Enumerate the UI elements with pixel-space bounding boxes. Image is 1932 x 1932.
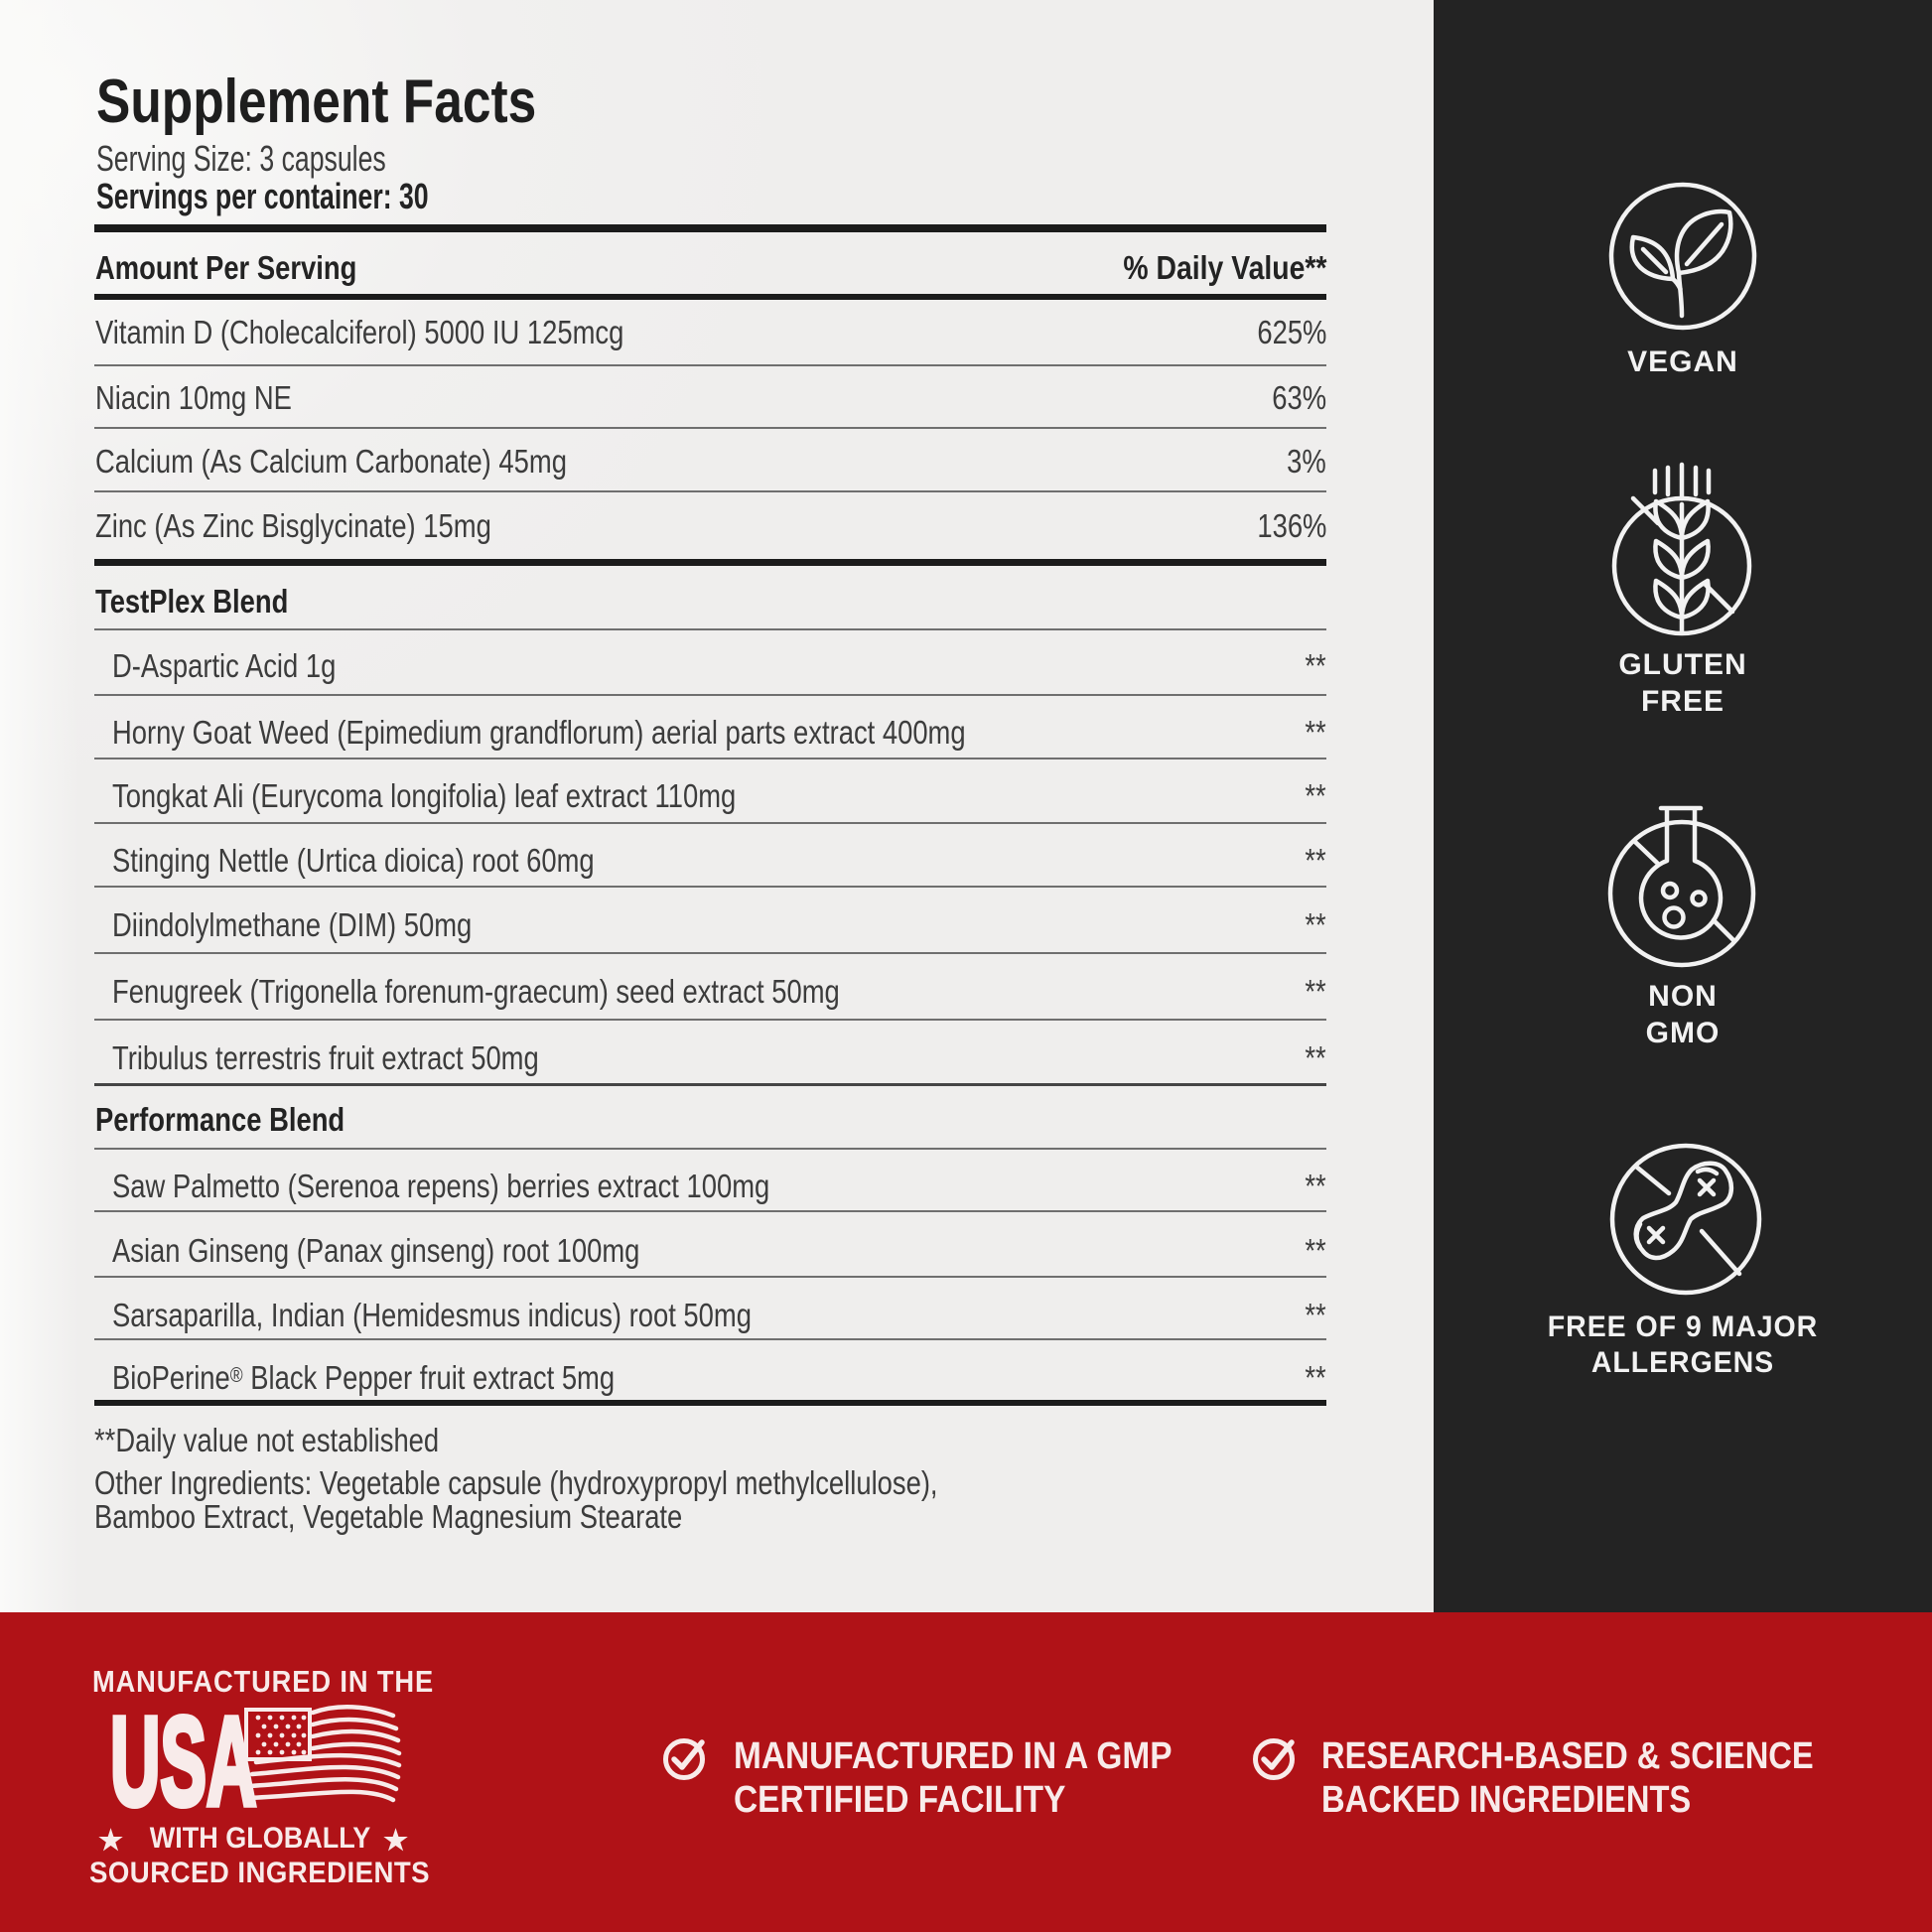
svg-text:USA: USA [110, 1691, 256, 1833]
